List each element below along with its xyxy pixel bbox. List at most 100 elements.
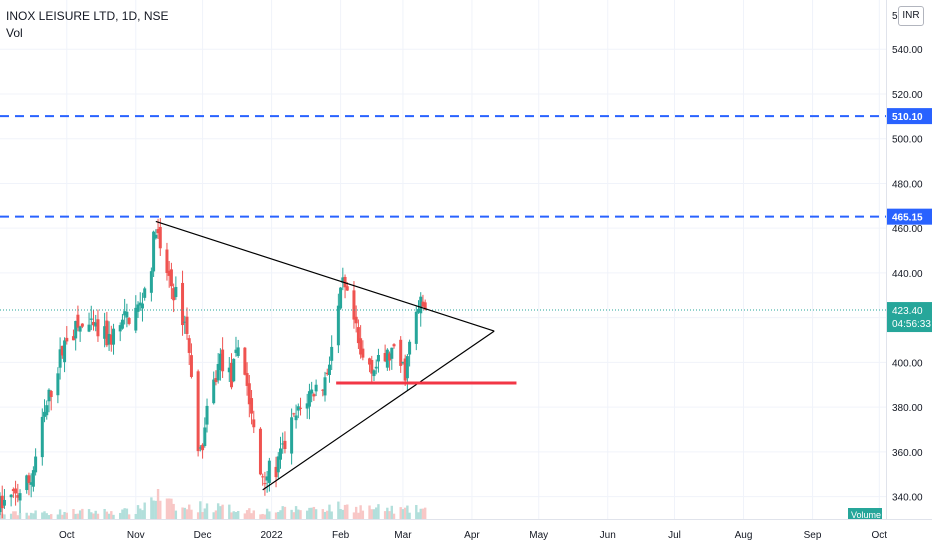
candle-body — [9, 494, 13, 498]
price-tick-label: 440.00 — [892, 269, 923, 280]
candle-body — [403, 358, 407, 381]
volume-bar — [3, 514, 6, 519]
candle-body — [56, 373, 60, 396]
candle-body — [156, 229, 160, 234]
candle-body — [414, 311, 418, 344]
time-tick-label: Mar — [394, 530, 412, 541]
candle-body — [310, 389, 314, 394]
volume-bar — [423, 507, 427, 519]
volume-bar — [292, 512, 296, 519]
volume-bar — [390, 505, 393, 519]
volume-bar — [214, 510, 218, 519]
volume-bar — [32, 513, 35, 519]
volume-bar — [45, 513, 48, 519]
candle-body — [78, 326, 82, 332]
candle-body — [143, 288, 147, 298]
volume-bar — [81, 508, 84, 519]
time-tick-label: May — [529, 530, 548, 541]
candle-body — [307, 391, 311, 407]
candle-body — [198, 447, 202, 449]
candle-body — [336, 305, 340, 346]
volume-bar — [346, 504, 349, 519]
volume-bar — [205, 503, 209, 519]
candle-body — [2, 499, 6, 506]
volume-label-box — [848, 508, 882, 520]
candle-body — [109, 334, 113, 345]
volume-bar — [216, 503, 220, 519]
candle-body — [167, 270, 171, 276]
volume-bar — [63, 511, 66, 519]
candle-body — [252, 419, 256, 428]
volume-bar — [243, 513, 247, 519]
candle-body — [152, 231, 156, 272]
volume-bar — [203, 508, 207, 519]
volume-pane-label: Volume — [851, 510, 881, 520]
volume-bar — [377, 504, 380, 519]
volume-bar — [29, 512, 33, 519]
candle-body — [0, 495, 4, 509]
time-tick-label: Apr — [464, 530, 480, 541]
candle-body — [105, 320, 109, 346]
candle-body — [359, 338, 363, 355]
volume-bar — [172, 503, 175, 519]
candle-body — [330, 346, 334, 361]
candle-body — [265, 476, 269, 481]
candle-body — [292, 413, 296, 415]
volume-bar — [156, 489, 160, 519]
candle-body — [372, 370, 376, 377]
volume-bar — [50, 514, 53, 519]
volume-bar — [279, 510, 282, 519]
volume-bar — [248, 508, 251, 519]
volume-bar — [181, 507, 184, 519]
volume-bar — [65, 512, 68, 519]
candle-body — [227, 367, 231, 373]
volume-bar — [352, 512, 356, 519]
candle-body — [356, 327, 360, 344]
level-price-label: 465.15 — [892, 213, 923, 224]
level-price-label: 510.10 — [892, 112, 923, 123]
candle-body — [63, 340, 67, 363]
volume-bar — [415, 504, 418, 519]
candle-body — [189, 355, 193, 377]
volume-bar — [403, 507, 407, 519]
volume-bar — [228, 504, 231, 519]
volume-bar — [136, 505, 140, 519]
volume-bar — [314, 509, 318, 519]
candle-body — [103, 326, 107, 339]
candle-body — [212, 379, 216, 404]
bar-countdown-label: 04:56:33 — [892, 319, 931, 330]
volume-bar — [330, 511, 333, 519]
time-tick-label: Aug — [735, 530, 753, 541]
volume-bar — [359, 505, 362, 519]
candle-body — [263, 483, 267, 485]
candle-body — [138, 302, 142, 306]
volume-bar — [107, 513, 111, 519]
candle-body — [214, 378, 218, 382]
volume-bar — [105, 511, 109, 519]
candle-body — [40, 416, 44, 458]
candle-body — [74, 321, 78, 339]
candle-body — [376, 355, 380, 362]
volume-bar — [72, 509, 75, 519]
volume-bar — [16, 515, 20, 519]
time-tick-label: Jun — [600, 530, 616, 541]
candle-body — [196, 371, 200, 452]
volume-bar — [94, 510, 97, 519]
candle-body — [327, 364, 331, 376]
level-price-box — [887, 108, 932, 125]
candle-body — [125, 311, 129, 318]
candle-body — [205, 405, 209, 425]
candle-body — [341, 277, 345, 283]
time-tick-label: Jul — [668, 530, 681, 541]
symbol-title: INOX LEISURE LTD, 1D, NSE — [6, 9, 169, 23]
candle-body — [383, 353, 387, 362]
candle-body — [89, 318, 93, 320]
candle-body — [276, 456, 280, 473]
candle-body — [374, 366, 378, 369]
candle-body — [16, 495, 20, 498]
time-tick-label: 2022 — [260, 530, 283, 541]
volume-bar — [263, 514, 267, 519]
currency-badge[interactable]: INR — [898, 6, 924, 26]
